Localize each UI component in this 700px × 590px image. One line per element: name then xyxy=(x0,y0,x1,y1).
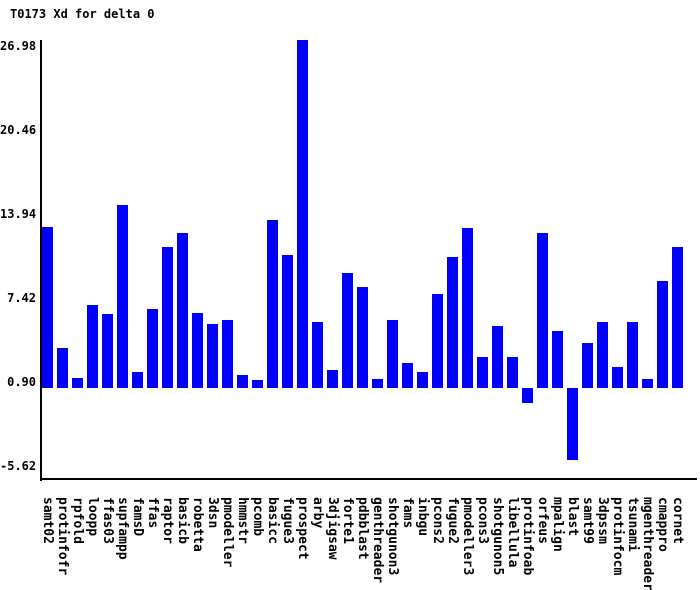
bar-protinfocm xyxy=(612,367,623,388)
y-tick-label: 7.42 xyxy=(7,291,36,306)
bar-supfampp xyxy=(117,204,128,388)
bar-genthreader xyxy=(372,378,383,388)
bar-raptor xyxy=(162,247,173,388)
bar-rpfold xyxy=(72,377,83,388)
x-category-label: shotgunon5 xyxy=(490,497,505,576)
x-category-label: robetta xyxy=(190,497,205,552)
x-category-label: genthreader xyxy=(370,497,385,584)
x-category-label: forte1 xyxy=(340,497,355,544)
bar-pcons2 xyxy=(432,293,443,388)
x-category-label: basicc xyxy=(265,497,280,544)
x-category-label: mgenthreader xyxy=(640,497,655,590)
x-category-label: 3dpssm xyxy=(595,497,610,544)
bar-cmappro xyxy=(657,280,668,388)
bar-fugue2 xyxy=(447,256,458,388)
bar-samt02 xyxy=(42,226,53,388)
x-category-label: raptor xyxy=(160,497,175,544)
x-category-label: orfeus xyxy=(535,497,550,544)
bar-blast xyxy=(567,387,578,461)
x-category-label: libellula xyxy=(505,497,520,568)
x-category-label: arby xyxy=(310,497,325,529)
x-category-label: pcons2 xyxy=(430,497,445,544)
bar-shotgunon5 xyxy=(492,326,503,388)
x-category-label: cornet xyxy=(670,497,685,544)
y-axis xyxy=(40,40,42,481)
bar-arby xyxy=(312,322,323,388)
x-category-label: pcons3 xyxy=(475,497,490,544)
bar-pmodeller xyxy=(222,319,233,388)
bar-protinfofr xyxy=(57,347,68,388)
x-category-label: protinfoab xyxy=(520,497,535,576)
bar-forte1 xyxy=(342,273,353,388)
x-category-label: fugue3 xyxy=(280,497,295,544)
x-category-label: basicb xyxy=(175,497,190,544)
x-category-label: supfampp xyxy=(115,497,130,560)
x-category-label: pdbblast xyxy=(355,497,370,560)
bar-loopp xyxy=(87,305,98,388)
bar-ffas xyxy=(147,309,158,388)
bar-3dpssm xyxy=(597,322,608,388)
x-category-label: 3djigsaw xyxy=(325,497,340,560)
bar-famsD xyxy=(132,372,143,388)
x-category-label: samt99 xyxy=(580,497,595,544)
bar-pcons3 xyxy=(477,357,488,388)
bar-basicc xyxy=(267,220,278,388)
bar-pmodeller3 xyxy=(462,228,473,388)
bar-cornet xyxy=(672,247,683,388)
x-category-label: pcomb xyxy=(250,497,265,537)
bar-3dsn xyxy=(207,323,218,388)
bar-robetta xyxy=(192,313,203,388)
x-axis xyxy=(40,478,697,480)
bar-protinfoab xyxy=(522,387,533,404)
x-category-label: ffas xyxy=(145,497,160,529)
bar-libellula xyxy=(507,357,518,388)
x-category-label: blast xyxy=(565,497,580,537)
x-category-label: prospect xyxy=(295,497,310,560)
x-category-label: mpalign xyxy=(550,497,565,552)
y-tick-label: 13.94 xyxy=(0,207,37,222)
x-category-label: ffas03 xyxy=(100,497,115,544)
x-category-label: fams xyxy=(400,497,415,529)
bar-orfeus xyxy=(537,233,548,388)
x-category-label: pmodeller xyxy=(220,497,235,568)
x-category-label: tsunami xyxy=(625,497,640,552)
bar-basicb xyxy=(177,233,188,388)
bar-mgenthreader xyxy=(642,378,653,388)
bar-tsunami xyxy=(627,322,638,388)
y-tick-label: -5.62 xyxy=(0,459,37,474)
y-tick-label: 20.46 xyxy=(0,123,37,138)
chart-title: T0173 Xd for delta 0 xyxy=(10,7,155,21)
x-category-label: protinfocm xyxy=(610,497,625,576)
bar-ffas03 xyxy=(102,314,113,388)
bar-fugue3 xyxy=(282,255,293,388)
x-category-label: hmmstr xyxy=(235,497,250,544)
bar-mpalign xyxy=(552,331,563,388)
bar-inbgu xyxy=(417,372,428,388)
bar-hmmstr xyxy=(237,375,248,388)
x-category-label: 3dsn xyxy=(205,497,220,529)
bar-samt99 xyxy=(582,342,593,388)
x-category-label: samt02 xyxy=(40,497,55,544)
x-category-label: rpfold xyxy=(70,497,85,544)
x-category-label: fugue2 xyxy=(445,497,460,544)
bar-pcomb xyxy=(252,380,263,388)
bar-pdbblast xyxy=(357,287,368,388)
x-category-label: pmodeller3 xyxy=(460,497,475,576)
x-category-label: protinfofr xyxy=(55,497,70,576)
bar-fams xyxy=(402,363,413,388)
bar-shotgunon3 xyxy=(387,319,398,388)
x-category-label: cmappro xyxy=(655,497,670,552)
y-tick-label: 0.90 xyxy=(7,375,36,390)
x-category-label: shotgunon3 xyxy=(385,497,400,576)
bar-3djigsaw xyxy=(327,369,338,388)
x-category-label: inbgu xyxy=(415,497,430,537)
y-tick-label: 26.98 xyxy=(0,39,37,54)
x-category-label: loopp xyxy=(85,497,100,537)
bar-prospect xyxy=(297,40,308,388)
x-category-label: famsD xyxy=(130,497,145,537)
